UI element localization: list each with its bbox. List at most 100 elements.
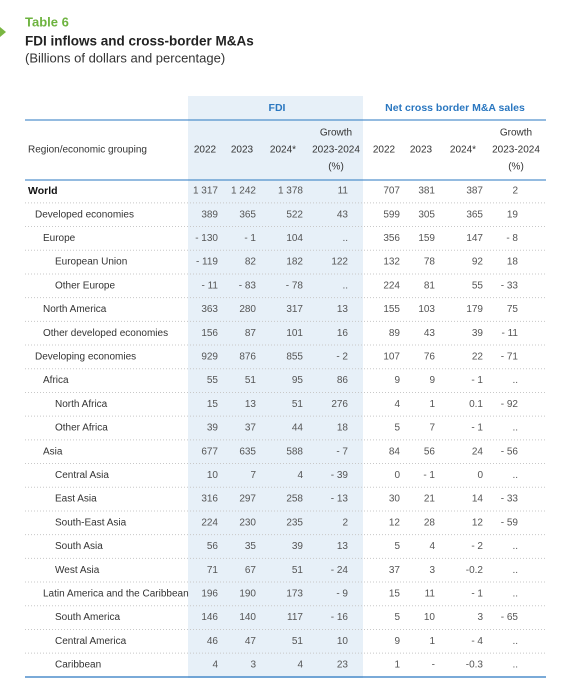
cell: 4: [297, 470, 303, 481]
cell: 44: [292, 423, 304, 434]
cell: 18: [507, 257, 519, 268]
cell: 365: [466, 209, 483, 220]
cell: 316: [201, 494, 218, 505]
column-header: (%): [508, 162, 524, 173]
cell: 35: [245, 541, 257, 552]
cell: - 56: [501, 446, 519, 457]
column-header: (%): [328, 162, 344, 173]
cell: 11: [425, 589, 436, 600]
cell: 317: [286, 304, 303, 315]
cell: 707: [383, 186, 400, 197]
row-label: Other Africa: [55, 423, 108, 434]
column-header: Region/economic grouping: [28, 145, 147, 156]
cell: 10: [337, 636, 349, 647]
cell: 2: [342, 517, 348, 528]
cell: 92: [472, 257, 484, 268]
cell: 23: [337, 660, 349, 671]
cell: - 92: [501, 399, 519, 410]
arrow-icon: [0, 27, 6, 37]
cell: - 11: [202, 280, 219, 291]
cell: 18: [337, 423, 349, 434]
cell: 71: [207, 565, 219, 576]
cell: 3: [250, 660, 256, 671]
cell: 107: [383, 352, 400, 363]
cell: 159: [418, 233, 435, 244]
cell: ..: [512, 636, 518, 647]
cell: 522: [286, 209, 303, 220]
row-label: European Union: [55, 257, 127, 268]
cell: 1: [429, 636, 435, 647]
cell: - 13: [331, 494, 349, 505]
column-header: 2023-2024: [312, 145, 360, 156]
cell: 51: [292, 399, 304, 410]
cell: 13: [245, 399, 257, 410]
cell: 1: [429, 399, 435, 410]
cell: 104: [286, 233, 303, 244]
group-header: Net cross border M&A sales: [385, 102, 525, 114]
cell: 12: [389, 517, 401, 528]
cell: 147: [466, 233, 483, 244]
column-header: 2024*: [450, 145, 476, 156]
cell: 22: [472, 352, 484, 363]
column-header: 2023: [231, 145, 254, 156]
cell: 132: [383, 257, 400, 268]
cell: 140: [239, 612, 256, 623]
table-label: Table 6: [25, 14, 69, 29]
cell: 56: [424, 446, 436, 457]
cell: - 78: [286, 280, 304, 291]
cell: 1 317: [193, 186, 218, 197]
cell: 280: [239, 304, 256, 315]
cell: 929: [201, 352, 218, 363]
row-label: West Asia: [55, 565, 100, 576]
cell: 173: [286, 589, 303, 600]
cell: - 2: [471, 541, 483, 552]
cell: 156: [201, 328, 218, 339]
row-label: Other Europe: [55, 280, 115, 291]
cell: 43: [424, 328, 436, 339]
cell: 2: [512, 186, 518, 197]
cell: 3: [429, 565, 435, 576]
cell: 76: [424, 352, 436, 363]
cell: 19: [507, 209, 519, 220]
cell: - 1: [471, 589, 483, 600]
cell: 4: [394, 399, 400, 410]
fdi-shade: [188, 96, 363, 678]
row-label: South America: [55, 612, 120, 623]
cell: 13: [337, 541, 349, 552]
cell: 190: [239, 589, 256, 600]
cell: 10: [424, 612, 436, 623]
cell: 39: [207, 423, 219, 434]
cell: 39: [472, 328, 484, 339]
cell: -: [432, 660, 435, 671]
cell: 51: [292, 565, 304, 576]
cell: 86: [337, 375, 349, 386]
cell: 46: [207, 636, 219, 647]
cell: 55: [207, 375, 219, 386]
cell: 363: [201, 304, 218, 315]
cell: 179: [466, 304, 483, 315]
cell: 47: [245, 636, 257, 647]
cell: 39: [292, 541, 304, 552]
cell: ..: [512, 589, 518, 600]
cell: 81: [424, 280, 436, 291]
cell: 7: [429, 423, 435, 434]
cell: - 2: [336, 352, 348, 363]
cell: 103: [418, 304, 435, 315]
cell: 155: [383, 304, 400, 315]
row-label: Europe: [43, 233, 76, 244]
cell: 235: [286, 517, 303, 528]
cell: 387: [466, 186, 483, 197]
cell: 4: [297, 660, 303, 671]
cell: 4: [429, 541, 435, 552]
cell: - 130: [195, 233, 218, 244]
cell: 55: [472, 280, 484, 291]
cell: 56: [207, 541, 219, 552]
cell: - 65: [501, 612, 519, 623]
cell: - 1: [471, 423, 483, 434]
column-header: 2024*: [270, 145, 296, 156]
cell: 3: [477, 612, 483, 623]
cell: 51: [245, 375, 257, 386]
cell: 146: [201, 612, 218, 623]
cell: 10: [207, 470, 219, 481]
cell: ..: [512, 470, 518, 481]
